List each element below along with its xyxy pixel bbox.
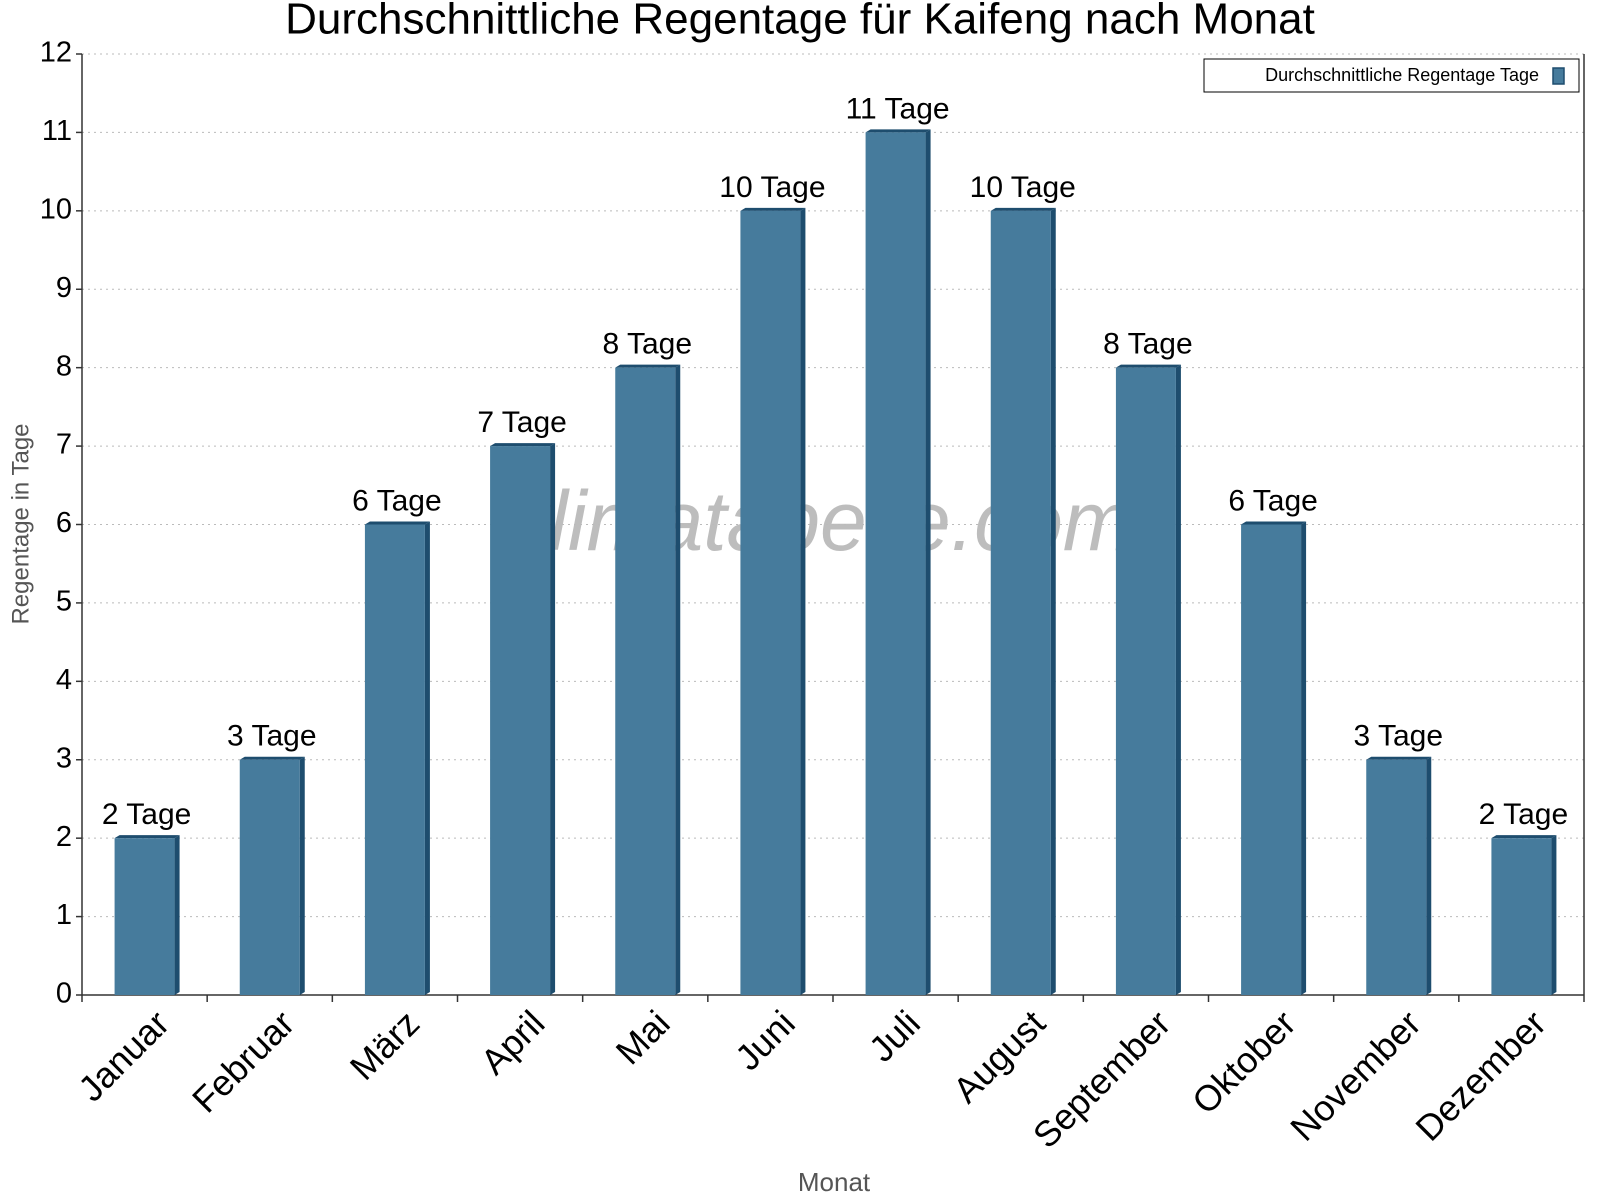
bar [364,524,425,995]
bar-top [740,207,806,211]
y-tick-label: 1 [56,899,72,931]
data-label: 6 Tage [1228,484,1318,517]
legend-label: Durchschnittliche Regentage Tage [1265,65,1539,85]
data-label: 2 Tage [1479,798,1569,831]
x-tick-label: November [1282,1002,1428,1148]
x-axis-label: Monat [798,1167,871,1197]
x-tick-label: Januar [70,1002,177,1109]
bar-top [990,207,1056,211]
y-tick-label: 0 [56,978,72,1010]
bar-side [1301,521,1307,995]
bar [740,210,801,996]
legend-box [1203,58,1580,93]
data-label: 7 Tage [477,406,567,439]
data-label: 6 Tage [352,484,442,517]
y-axis-label: Regentage in Tage [7,423,34,624]
y-tick-label: 8 [56,350,72,382]
y-tick-label: 2 [56,821,72,853]
y-tick-label: 10 [40,193,72,225]
x-tick-label: April [473,1002,553,1082]
x-tick-label: März [342,1002,428,1088]
bar-side [925,129,931,995]
bar-side [1426,756,1432,995]
y-tick-label: 6 [56,507,72,539]
bar-top [615,364,681,368]
bar [1366,759,1427,995]
y-tick-label: 5 [56,586,72,618]
bar-top [1366,756,1432,760]
bar [1115,367,1176,996]
bar [990,210,1051,996]
y-tick-label: 9 [56,272,72,304]
x-tick-label: Juli [861,1002,928,1069]
chart-title: Durchschnittliche Regentage für Kaifeng … [285,0,1315,44]
x-tick-label: Mai [608,1002,678,1072]
bar-top [1115,364,1181,368]
x-tick-label: Februar [184,1002,302,1120]
bar [239,759,300,995]
bar [490,446,551,995]
x-tick-label: August [945,1002,1053,1110]
bar [1491,838,1552,995]
y-tick-label: 11 [42,115,72,147]
bar-side [174,835,180,995]
bar-side [1050,207,1056,996]
data-label: 10 Tage [970,171,1076,204]
bar-top [1491,835,1557,839]
bar-side [675,364,681,996]
legend-swatch [1552,67,1565,85]
bar-top [364,521,430,525]
y-tick-label: 3 [56,742,72,774]
y-tick-label: 4 [56,664,72,696]
data-label: 8 Tage [602,328,692,361]
bar [615,367,676,996]
bar-top [865,129,931,133]
x-tick-label: Juni [727,1002,803,1078]
data-label: 10 Tage [719,171,825,204]
bar-top [1241,521,1307,525]
bar [865,132,926,995]
x-tick-label: Oktober [1184,1002,1304,1122]
bar [1241,524,1302,995]
bar-side [550,443,556,995]
bar-side [1175,364,1181,996]
bar-side [1551,835,1557,995]
bar-top [239,756,305,760]
data-label: 3 Tage [1353,720,1443,753]
x-tick-label: September [1025,1002,1179,1156]
bar-top [490,443,556,447]
data-label: 11 Tage [846,92,950,125]
x-tick-label: Dezember [1407,1002,1553,1148]
data-label: 8 Tage [1103,328,1193,361]
bar-side [800,207,806,996]
bar [114,838,175,995]
bar-side [424,521,430,995]
data-label: 2 Tage [102,798,192,831]
y-tick-label: 7 [56,429,72,461]
y-tick-label: 12 [40,37,72,69]
bar-top [114,835,180,839]
data-label: 3 Tage [227,720,317,753]
bar-side [299,756,305,995]
